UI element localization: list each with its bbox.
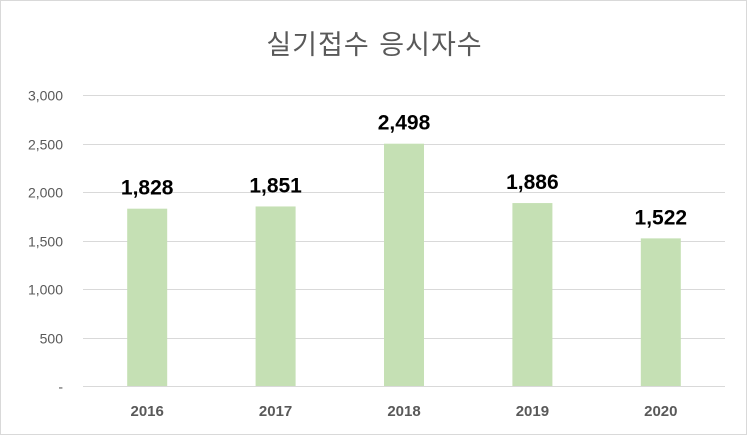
data-label-2016: 1,828 — [121, 177, 174, 200]
x-tick-label-2018: 2018 — [387, 403, 420, 420]
data-label-2020: 1,522 — [635, 206, 688, 229]
data-label-2018: 2,498 — [378, 112, 431, 135]
bar-2018 — [384, 143, 424, 386]
y-tick-label: 3,000 — [28, 88, 63, 104]
y-tick-label: 1,500 — [28, 234, 63, 250]
y-tick-label: 1,000 — [28, 282, 63, 298]
x-tick-label-2020: 2020 — [644, 403, 677, 420]
y-tick-label: 2,500 — [28, 137, 63, 153]
y-tick-label: 2,000 — [28, 185, 63, 201]
x-tick-label-2017: 2017 — [259, 403, 292, 420]
x-tick-label-2019: 2019 — [516, 403, 549, 420]
labels: - 500 1,000 1,500 2,000 2,500 3,000 1,828 2016 1,… — [28, 88, 687, 421]
data-label-2017: 1,851 — [249, 174, 302, 197]
y-tick-label: - — [58, 379, 63, 395]
x-tick-label-2016: 2016 — [131, 403, 164, 420]
data-label-2019: 1,886 — [506, 171, 559, 194]
bars — [127, 143, 681, 386]
chart-title: 실기접수 응시자수 — [266, 30, 483, 61]
bar-2019 — [512, 203, 553, 386]
bar-2016 — [127, 208, 168, 386]
y-tick-label: 500 — [40, 331, 64, 347]
bar-2017 — [255, 206, 296, 386]
bar-2020 — [640, 238, 681, 386]
